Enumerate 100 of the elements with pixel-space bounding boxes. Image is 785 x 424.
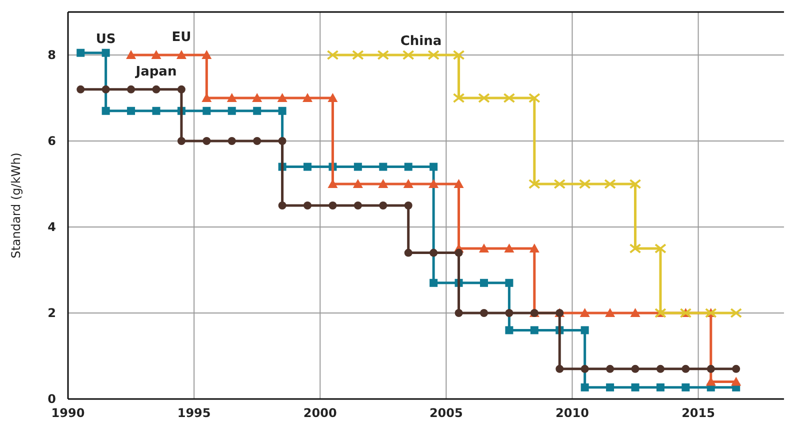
point bbox=[454, 179, 464, 188]
point bbox=[452, 50, 465, 60]
x-tick-label: 2000 bbox=[303, 406, 337, 420]
point bbox=[430, 278, 438, 287]
point bbox=[228, 137, 236, 145]
point bbox=[226, 93, 237, 102]
point bbox=[76, 85, 85, 94]
point bbox=[177, 85, 186, 94]
point bbox=[202, 106, 211, 115]
point bbox=[252, 93, 262, 102]
point bbox=[556, 364, 564, 373]
point bbox=[580, 326, 589, 334]
point bbox=[202, 93, 212, 102]
point bbox=[328, 93, 338, 102]
x-tick-label: 2015 bbox=[682, 406, 715, 420]
point bbox=[428, 50, 440, 60]
point bbox=[326, 50, 339, 60]
point bbox=[528, 179, 540, 189]
y-tick-label: 4 bbox=[48, 220, 56, 234]
point bbox=[732, 364, 740, 373]
y-tick-label: 8 bbox=[48, 48, 56, 62]
y-tick-label: 6 bbox=[48, 134, 56, 148]
point bbox=[202, 137, 211, 145]
point bbox=[354, 202, 362, 210]
point bbox=[504, 244, 514, 252]
series-label: US bbox=[96, 32, 116, 47]
point bbox=[253, 106, 262, 115]
point bbox=[404, 202, 412, 210]
point bbox=[278, 137, 286, 145]
point bbox=[606, 383, 614, 392]
point bbox=[152, 106, 160, 115]
point bbox=[352, 50, 364, 60]
point bbox=[682, 364, 690, 373]
point bbox=[278, 106, 286, 115]
point bbox=[503, 93, 516, 103]
x-tick-label: 2005 bbox=[429, 406, 463, 420]
point bbox=[606, 364, 614, 373]
point bbox=[529, 244, 540, 252]
point bbox=[354, 162, 362, 171]
point bbox=[682, 383, 690, 392]
y-axis-title: Standard (g/kWh) bbox=[9, 152, 23, 258]
y-tick-label: 0 bbox=[48, 392, 56, 406]
point bbox=[277, 93, 288, 102]
point bbox=[302, 93, 313, 102]
point bbox=[304, 162, 312, 171]
point bbox=[604, 179, 616, 189]
point bbox=[630, 308, 640, 317]
point bbox=[656, 383, 664, 392]
point bbox=[580, 383, 589, 392]
point bbox=[378, 179, 388, 188]
point bbox=[102, 85, 110, 94]
point bbox=[656, 364, 664, 373]
point bbox=[127, 85, 136, 94]
point bbox=[505, 326, 514, 334]
point bbox=[505, 278, 514, 287]
point bbox=[480, 278, 488, 287]
point bbox=[430, 248, 438, 257]
point bbox=[731, 376, 742, 386]
point bbox=[102, 106, 110, 115]
point bbox=[377, 50, 390, 60]
point bbox=[404, 162, 412, 171]
series-label: EU bbox=[172, 30, 192, 45]
point bbox=[304, 202, 312, 210]
point bbox=[202, 50, 212, 59]
point bbox=[278, 202, 286, 210]
point bbox=[402, 50, 414, 60]
point bbox=[528, 93, 540, 103]
point bbox=[730, 308, 742, 318]
point bbox=[126, 50, 136, 59]
x-tick-label: 2010 bbox=[556, 406, 589, 420]
point bbox=[404, 248, 412, 257]
point bbox=[379, 202, 388, 210]
point bbox=[151, 50, 162, 59]
point bbox=[478, 93, 490, 103]
point bbox=[478, 244, 489, 252]
point bbox=[505, 309, 514, 317]
point bbox=[629, 179, 642, 189]
point bbox=[379, 162, 388, 171]
point bbox=[228, 106, 236, 115]
point bbox=[328, 179, 338, 188]
series-label: China bbox=[400, 34, 442, 49]
point bbox=[629, 244, 642, 254]
point bbox=[177, 137, 186, 145]
point bbox=[428, 179, 439, 188]
point bbox=[102, 48, 110, 57]
point bbox=[578, 179, 591, 189]
point bbox=[580, 308, 590, 317]
point bbox=[452, 93, 465, 103]
point bbox=[352, 179, 363, 188]
point bbox=[454, 309, 463, 317]
point bbox=[631, 383, 640, 392]
point bbox=[127, 106, 136, 115]
point bbox=[706, 364, 715, 373]
point bbox=[631, 364, 640, 373]
x-tick-label: 1995 bbox=[177, 406, 211, 420]
point bbox=[480, 309, 488, 317]
point bbox=[152, 85, 160, 94]
point bbox=[328, 202, 337, 210]
point bbox=[253, 137, 262, 145]
y-tick-label: 2 bbox=[48, 306, 56, 320]
